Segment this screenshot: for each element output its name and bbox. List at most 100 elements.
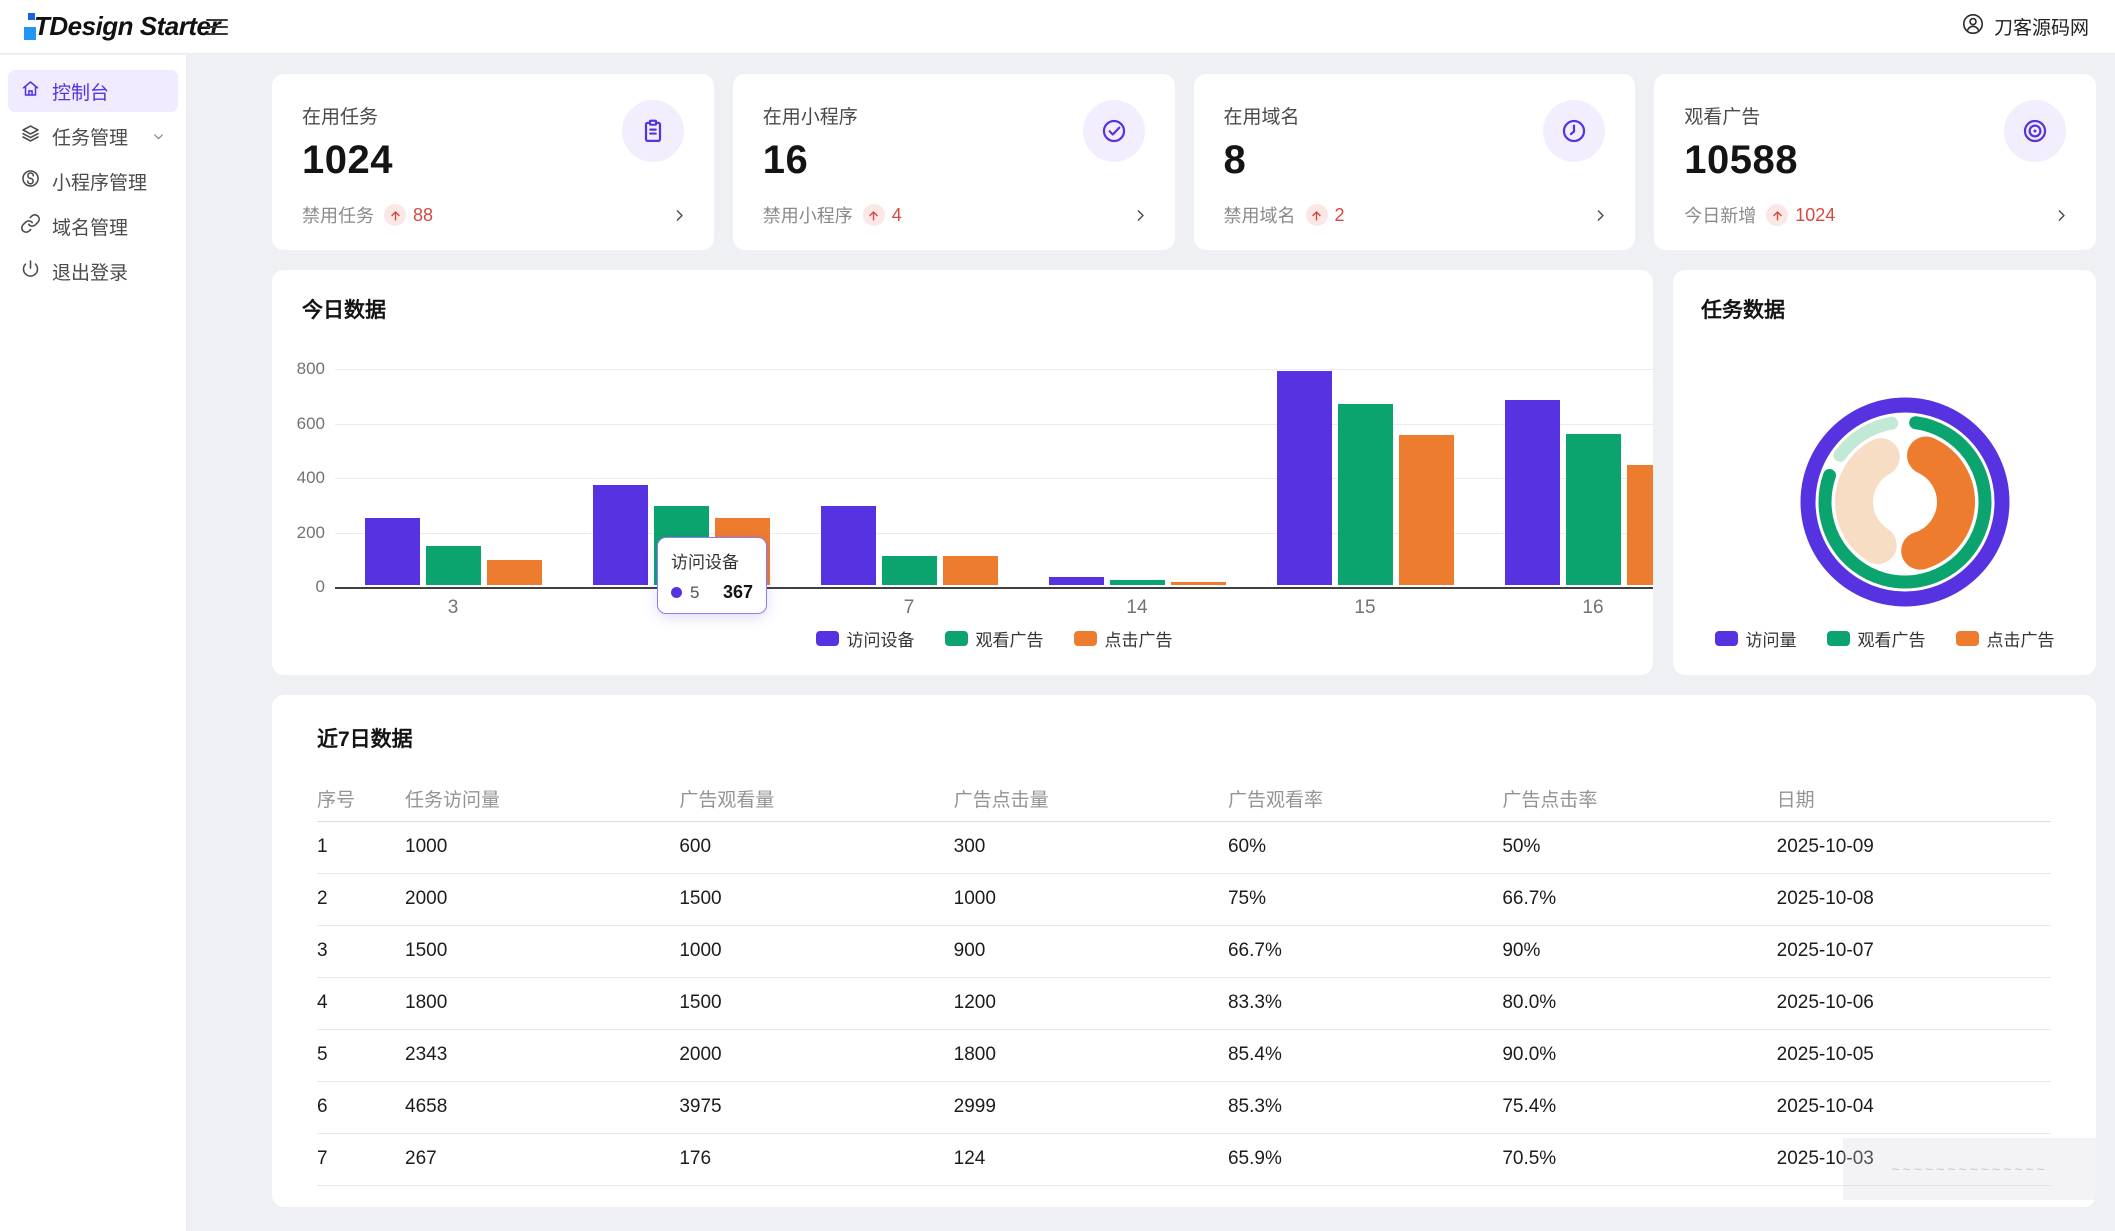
table-cell: 2025-10-07: [1776, 925, 2051, 978]
sidebar-item-小程序管理[interactable]: 小程序管理: [8, 160, 178, 202]
table-cell: 6: [317, 1081, 405, 1134]
stat-card-在用域名: 在用域名 8 禁用域名 2: [1193, 74, 1636, 250]
legend-chip: [1826, 631, 1850, 646]
table-cell: 66.7%: [1227, 925, 1503, 978]
table-cell: 1200: [953, 977, 1228, 1030]
legend-label: 观看广告: [1857, 631, 1926, 650]
table-row[interactable]: 2 2000 1500 1000 75% 66.7% 2025-10-08: [317, 873, 2051, 926]
table-cell: 70.5%: [1502, 1133, 1777, 1186]
bar-观看广告-15[interactable]: [1337, 403, 1393, 585]
legend-item-访问设备[interactable]: 访问设备: [815, 626, 915, 651]
arrow-up-icon: [1766, 204, 1789, 226]
donut-chart[interactable]: [1785, 382, 2025, 622]
table-cell: 1500: [679, 873, 954, 926]
column-header-广告点击率: 广告点击率: [1502, 777, 1777, 822]
sidebar-item-任务管理[interactable]: 任务管理: [8, 115, 178, 157]
bar-观看广告-7[interactable]: [881, 556, 937, 585]
today-data-card: 今日数据 8006004002000357141516 访问设备观看广告点击广告…: [272, 270, 1653, 675]
weekly-data-table: 序号 任务访问量 广告观看量 广告点击量 广告观看率 广告点击率 日期 1 1000 600 30…: [317, 777, 2051, 1186]
table-cell: 4658: [405, 1081, 680, 1134]
bar-访问设备-16[interactable]: [1504, 399, 1560, 585]
legend-item-访问量[interactable]: 访问量: [1714, 626, 1797, 651]
table-row[interactable]: 6 4658 3975 2999 85.3% 75.4% 2025-10-04: [317, 1081, 2051, 1134]
bar-点击广告-15[interactable]: [1398, 435, 1454, 585]
donut-segment-观看广告[interactable]: [1833, 416, 1899, 462]
column-header-广告观看率: 广告观看率: [1227, 777, 1503, 822]
bar-点击广告-16[interactable]: [1626, 465, 1653, 585]
table-cell: 60%: [1227, 821, 1503, 874]
bar-观看广告-14[interactable]: [1109, 580, 1165, 585]
bar-访问设备-7[interactable]: [820, 505, 876, 585]
bar-点击广告-7[interactable]: [942, 556, 998, 585]
legend-label: 访问量: [1745, 631, 1797, 650]
bar-访问设备-5[interactable]: [592, 485, 648, 585]
table-row[interactable]: 4 1800 1500 1200 83.3% 80.0% 2025-10-06: [317, 977, 2051, 1030]
stat-card-footer: 禁用任务 88: [302, 202, 688, 228]
table-cell: 2025-10-05: [1776, 1029, 2051, 1082]
user-menu[interactable]: 刀客源码网: [1961, 12, 2115, 41]
main-content: 在用任务 1024 禁用任务 88 在用小程序 16 禁用小程序 4 在用域名 8 禁用域名 2 观看广…: [187, 54, 2115, 1231]
column-header-广告点击量: 广告点击量: [953, 777, 1228, 822]
tooltip-title: 访问设备: [671, 553, 739, 572]
bar-访问设备-15[interactable]: [1276, 371, 1332, 585]
charts-row: 今日数据 8006004002000357141516 访问设备观看广告点击广告…: [272, 270, 2096, 675]
table-cell: 65.9%: [1227, 1133, 1503, 1186]
stat-card-sub-label: 禁用任务: [302, 206, 374, 226]
table-cell: 75%: [1227, 873, 1503, 926]
sidebar-item-域名管理[interactable]: 域名管理: [8, 205, 178, 247]
table-cell: 900: [953, 925, 1228, 978]
stat-card-观看广告: 观看广告 10588 今日新增 1024: [1654, 74, 2096, 250]
table-cell: 1500: [679, 977, 954, 1030]
chevron-right-icon[interactable]: [1132, 207, 1149, 224]
x-axis-tick: 14: [1126, 597, 1148, 618]
table-row[interactable]: 1 1000 600 300 60% 50% 2025-10-09: [317, 821, 2051, 874]
donut-segment-观看广告[interactable]: [1818, 416, 1992, 589]
sidebar-item-退出登录[interactable]: 退出登录: [8, 250, 178, 292]
table-row[interactable]: 5 2343 2000 1800 85.4% 90.0% 2025-10-05: [317, 1029, 2051, 1082]
table-cell: 2025-10-08: [1776, 873, 2051, 926]
chevron-right-icon[interactable]: [2053, 207, 2070, 224]
legend-item-点击广告[interactable]: 点击广告: [1073, 626, 1173, 651]
layers-icon: [20, 123, 41, 150]
bar-chart[interactable]: 800 600 400 200 0 3 5 7 14 15 16: [297, 359, 1653, 618]
donut-ring-访问量[interactable]: [1800, 397, 2010, 607]
power-icon: [20, 258, 41, 285]
donut-chart-title: 任务数据: [1701, 299, 1785, 322]
menu-toggle-icon[interactable]: [206, 18, 228, 35]
bar-点击广告-14[interactable]: [1170, 582, 1226, 585]
donut-segment-点击广告[interactable]: [1901, 436, 1975, 570]
bar-访问设备-14[interactable]: [1048, 576, 1104, 585]
chevron-right-icon[interactable]: [1592, 207, 1609, 224]
bar-访问设备-3[interactable]: [364, 518, 420, 585]
table-cell: 1800: [405, 977, 680, 1030]
legend-chip: [1073, 631, 1097, 646]
bar-group-15[interactable]: 15: [1251, 369, 1479, 618]
legend-item-观看广告[interactable]: 观看广告: [1826, 626, 1926, 651]
sidebar-item-label: 退出登录: [52, 262, 129, 284]
bar-观看广告-16[interactable]: [1565, 433, 1621, 585]
table-cell: 176: [679, 1133, 954, 1186]
tooltip-series-label: 5: [690, 582, 700, 602]
bar-group-16[interactable]: 16: [1479, 369, 1653, 618]
stat-card-value: 8: [1223, 138, 1247, 182]
bar-group-14[interactable]: 14: [1023, 369, 1251, 618]
table-row[interactable]: 7 267 176 124 65.9% 70.5% 2025-10-03: [317, 1133, 2051, 1186]
table-row[interactable]: 3 1500 1000 900 66.7% 90% 2025-10-07: [317, 925, 2051, 978]
chevron-right-icon[interactable]: [671, 207, 688, 224]
y-axis-tick: 600: [296, 413, 325, 433]
table-cell: 2025-10-04: [1776, 1081, 2051, 1134]
stat-card-label: 在用小程序: [762, 107, 858, 128]
sidebar: 控制台 任务管理 小程序管理 域名管理退出登录: [0, 55, 187, 1231]
bar-chart-legend: 访问设备 观看广告 点击广告: [335, 626, 1653, 651]
table-cell: 267: [405, 1133, 680, 1186]
weekly-data-card: 近7日数据 序号 任务访问量 广告观看量 广告点击量 广告观看率 广告点击率 日期 1 100…: [272, 695, 2096, 1207]
bar-group-3[interactable]: 3: [339, 369, 567, 618]
bar-点击广告-3[interactable]: [486, 560, 542, 585]
legend-item-观看广告[interactable]: 观看广告: [944, 626, 1044, 651]
donut-segment-点击广告[interactable]: [1835, 438, 1900, 565]
bar-观看广告-3[interactable]: [425, 545, 481, 585]
legend-item-点击广告[interactable]: 点击广告: [1955, 626, 2055, 651]
app-logo[interactable]: TDesign Starter: [0, 11, 221, 42]
sidebar-item-控制台[interactable]: 控制台: [8, 70, 178, 112]
bar-group-7[interactable]: 7: [795, 369, 1023, 618]
